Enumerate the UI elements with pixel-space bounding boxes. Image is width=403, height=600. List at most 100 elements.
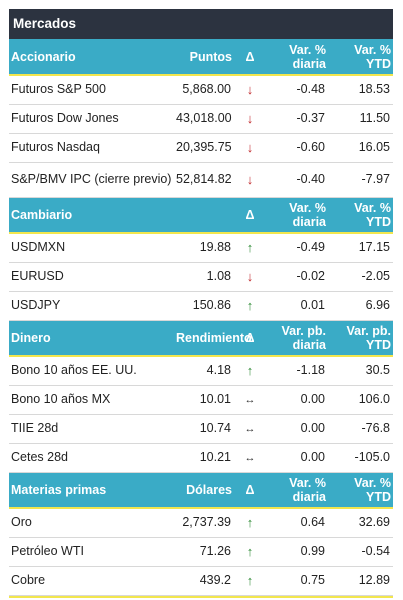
arrow-left-right-icon: ↔ (244, 452, 256, 464)
arrow-down-icon: ↓ (246, 269, 254, 284)
ytd-change: -7.97 (328, 162, 393, 198)
header-value: Puntos (174, 39, 234, 76)
daily-change: 0.99 (266, 537, 328, 567)
instrument-value: 20,395.75 (174, 133, 234, 163)
instrument-value: 439.2 (174, 566, 234, 596)
instrument-value: 10.21 (174, 443, 234, 473)
header-category: Cambiario (9, 197, 174, 234)
arrow-up-icon: ↑ (246, 573, 254, 588)
instrument-value: 1.08 (174, 262, 234, 292)
table-row: S&P/BMV IPC (cierre previo) 52,814.82 ↓ -0.… (9, 162, 393, 198)
section-header: Cambiario Δ Var. % diaria Var. % YTD (9, 197, 393, 234)
instrument-value: 150.86 (174, 291, 234, 321)
header-daily: Var. % diaria (266, 39, 328, 76)
table-row: Petróleo WTI 71.26 ↑ 0.99 -0.54 (9, 537, 393, 567)
table-row: Cobre 439.2 ↑ 0.75 12.89 (9, 566, 393, 596)
header-delta: Δ (234, 39, 266, 76)
instrument-name: Oro (9, 508, 174, 538)
arrow-down-icon: ↓ (246, 140, 254, 155)
instrument-value: 19.88 (174, 233, 234, 263)
table-row: Bono 10 años MX 10.01 ↔ 0.00 106.0 (9, 385, 393, 415)
instrument-value: 52,814.82 (174, 162, 234, 198)
table-row: Futuros Nasdaq 20,395.75 ↓ -0.60 16.05 (9, 133, 393, 163)
instrument-value: 71.26 (174, 537, 234, 567)
ytd-change: 11.50 (328, 104, 393, 134)
daily-change: -0.02 (266, 262, 328, 292)
table-row: Futuros Dow Jones 43,018.00 ↓ -0.37 11.50 (9, 104, 393, 134)
instrument-name: Cobre (9, 566, 174, 596)
instrument-name: Petróleo WTI (9, 537, 174, 567)
header-category: Materias primas (9, 472, 174, 509)
header-daily: Var. pb. diaria (266, 320, 328, 357)
daily-change: 0.00 (266, 385, 328, 415)
arrow-down-icon: ↓ (246, 82, 254, 98)
header-delta: Δ (234, 197, 266, 234)
section-header: Dinero Rendimiento Δ Var. pb. diaria Var. pb… (9, 320, 393, 357)
table-row: Futuros S&P 500 5,868.00 ↓ -0.48 18.53 (9, 75, 393, 105)
table-row: Cetes 28d 10.21 ↔ 0.00 -105.0 (9, 443, 393, 473)
ytd-change: -105.0 (328, 443, 393, 473)
arrow-up-icon: ↑ (246, 544, 254, 559)
daily-change: -0.48 (266, 75, 328, 105)
header-value: Rendimiento (174, 320, 252, 357)
section-header: Materias primas Dólares Δ Var. % diaria Var.… (9, 472, 393, 509)
header-daily: Var. % diaria (266, 472, 328, 509)
instrument-name: Bono 10 años MX (9, 385, 174, 415)
header-daily: Var. % diaria (266, 197, 328, 234)
instrument-value: 43,018.00 (174, 104, 234, 134)
header-value: Dólares (174, 472, 234, 509)
daily-change: 0.00 (266, 443, 328, 473)
ytd-change: 12.89 (328, 566, 393, 596)
ytd-change: 106.0 (328, 385, 393, 415)
table-row: TIIE 28d 10.74 ↔ 0.00 -76.8 (9, 414, 393, 444)
table-row: USDMXN 19.88 ↑ -0.49 17.15 (9, 233, 393, 263)
arrow-up-icon: ↑ (246, 240, 254, 256)
instrument-name: USDJPY (9, 291, 174, 321)
arrow-down-icon: ↓ (246, 172, 254, 187)
instrument-name: Futuros S&P 500 (9, 75, 174, 105)
header-category: Accionario (9, 39, 174, 76)
header-ytd: Var. pb. YTD (328, 320, 393, 357)
instrument-name: TIIE 28d (9, 414, 174, 444)
instrument-name: Bono 10 años EE. UU. (9, 356, 174, 386)
instrument-value: 4.18 (174, 356, 234, 386)
markets-table: Accionario Puntos Δ Var. % diaria Var. % YTD… (9, 39, 393, 596)
bottom-accent-line (9, 595, 393, 598)
arrow-up-icon: ↑ (246, 515, 254, 531)
daily-change: -0.60 (266, 133, 328, 163)
instrument-name: Cetes 28d (9, 443, 174, 473)
daily-change: 0.00 (266, 414, 328, 444)
daily-change: 0.75 (266, 566, 328, 596)
daily-change: -0.49 (266, 233, 328, 263)
header-category: Dinero (9, 320, 174, 357)
instrument-value: 10.74 (174, 414, 234, 444)
instrument-name: USDMXN (9, 233, 174, 263)
daily-change: -0.40 (266, 162, 328, 198)
ytd-change: 30.5 (328, 356, 393, 386)
ytd-change: -0.54 (328, 537, 393, 567)
ytd-change: 17.15 (328, 233, 393, 263)
ytd-change: 16.05 (328, 133, 393, 163)
arrow-up-icon: ↑ (246, 363, 254, 379)
instrument-value: 5,868.00 (174, 75, 234, 105)
table-row: EURUSD 1.08 ↓ -0.02 -2.05 (9, 262, 393, 292)
daily-change: 0.64 (266, 508, 328, 538)
panel-title: Mercados (9, 9, 393, 39)
markets-panel: Mercados Accionario Puntos Δ Var. % diaria V… (9, 9, 393, 598)
instrument-name: Futuros Nasdaq (9, 133, 174, 163)
arrow-left-right-icon: ↔ (244, 423, 256, 435)
table-row: USDJPY 150.86 ↑ 0.01 6.96 (9, 291, 393, 321)
instrument-value: 10.01 (174, 385, 234, 415)
header-ytd: Var. % YTD (328, 39, 393, 76)
ytd-change: 32.69 (328, 508, 393, 538)
instrument-value: 2,737.39 (174, 508, 234, 538)
table-row: Bono 10 años EE. UU. 4.18 ↑ -1.18 30.5 (9, 356, 393, 386)
table-row: Oro 2,737.39 ↑ 0.64 32.69 (9, 508, 393, 538)
arrow-left-right-icon: ↔ (244, 394, 256, 406)
instrument-name: Futuros Dow Jones (9, 104, 174, 134)
ytd-change: 6.96 (328, 291, 393, 321)
header-ytd: Var. % YTD (328, 197, 393, 234)
header-delta: Δ (234, 472, 266, 509)
ytd-change: 18.53 (328, 75, 393, 105)
ytd-change: -2.05 (328, 262, 393, 292)
